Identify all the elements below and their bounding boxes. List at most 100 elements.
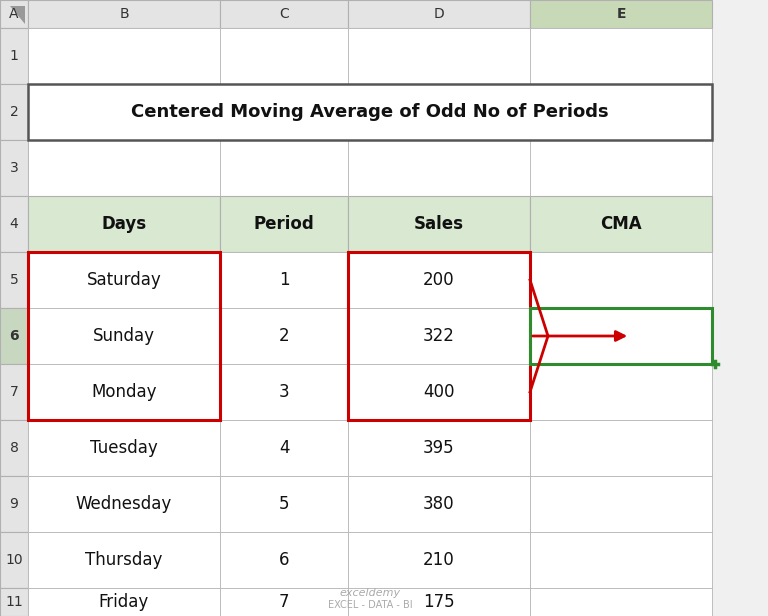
Bar — [348, 588, 530, 616]
Bar — [348, 140, 530, 196]
Bar — [348, 420, 530, 476]
Bar — [28, 84, 712, 140]
Bar — [28, 420, 220, 476]
Bar — [220, 588, 348, 616]
Bar — [348, 532, 530, 588]
Bar — [220, 84, 348, 140]
Text: Sunday: Sunday — [93, 327, 155, 345]
Text: 1: 1 — [9, 49, 18, 63]
Bar — [220, 308, 348, 364]
Bar — [348, 476, 530, 532]
Bar — [28, 308, 220, 364]
Text: 3: 3 — [10, 161, 18, 175]
Bar — [348, 0, 530, 28]
Text: 7: 7 — [279, 593, 290, 611]
Bar — [348, 420, 530, 476]
Text: 8: 8 — [9, 441, 18, 455]
Text: exceldemy: exceldemy — [339, 588, 401, 598]
Bar — [0, 588, 28, 616]
Text: 210: 210 — [423, 551, 455, 569]
Bar — [28, 0, 220, 28]
Text: EXCEL - DATA - BI: EXCEL - DATA - BI — [328, 600, 412, 610]
Bar — [348, 476, 530, 532]
Text: 7: 7 — [10, 385, 18, 399]
Bar — [530, 420, 712, 476]
Bar — [530, 364, 712, 420]
Bar — [348, 196, 530, 252]
Text: Sales: Sales — [414, 215, 464, 233]
Bar — [220, 476, 348, 532]
Text: E: E — [616, 7, 626, 21]
Bar — [220, 588, 348, 616]
Text: 11: 11 — [5, 595, 23, 609]
Bar — [28, 196, 220, 252]
Text: C: C — [279, 7, 289, 21]
Bar — [530, 196, 712, 252]
Bar — [0, 196, 28, 252]
Polygon shape — [10, 6, 25, 24]
Bar — [530, 252, 712, 308]
Bar — [348, 364, 530, 420]
Bar — [530, 420, 712, 476]
Bar — [348, 196, 530, 252]
Text: 380: 380 — [423, 495, 455, 513]
Bar — [220, 364, 348, 420]
Bar — [0, 140, 28, 196]
Bar — [0, 308, 28, 364]
Bar — [28, 588, 220, 616]
Bar — [220, 308, 348, 364]
Bar — [348, 28, 530, 84]
Bar — [28, 252, 220, 420]
Bar — [28, 28, 220, 84]
Text: 6: 6 — [279, 551, 290, 569]
Bar — [28, 364, 220, 420]
Bar — [348, 84, 530, 140]
Bar — [0, 420, 28, 476]
Bar — [530, 308, 712, 364]
Bar — [0, 0, 28, 28]
Bar — [28, 364, 220, 420]
Bar — [220, 252, 348, 308]
Bar — [0, 364, 28, 420]
Bar — [530, 0, 712, 28]
Text: 4: 4 — [279, 439, 290, 457]
Bar — [530, 588, 712, 616]
Bar — [220, 0, 348, 28]
Bar — [28, 476, 220, 532]
Bar — [28, 476, 220, 532]
Bar — [530, 532, 712, 588]
Text: 4: 4 — [10, 217, 18, 231]
Text: A: A — [9, 7, 18, 21]
Bar — [220, 196, 348, 252]
Text: B: B — [119, 7, 129, 21]
Text: 1: 1 — [279, 271, 290, 289]
Bar — [220, 420, 348, 476]
Text: 2: 2 — [10, 105, 18, 119]
Text: 400: 400 — [423, 383, 455, 401]
Bar — [28, 420, 220, 476]
Text: Wednesday: Wednesday — [76, 495, 172, 513]
Bar — [348, 308, 530, 364]
Bar — [530, 28, 712, 84]
Bar — [348, 252, 530, 308]
Text: 395: 395 — [423, 439, 455, 457]
Bar — [348, 364, 530, 420]
Bar — [348, 532, 530, 588]
Bar — [530, 532, 712, 588]
Bar — [0, 532, 28, 588]
Bar — [28, 588, 220, 616]
Bar — [220, 420, 348, 476]
Text: Days: Days — [101, 215, 147, 233]
Bar — [530, 140, 712, 196]
Bar — [0, 476, 28, 532]
Text: 6: 6 — [9, 329, 18, 343]
Text: Thursday: Thursday — [85, 551, 163, 569]
Bar — [530, 476, 712, 532]
Text: 322: 322 — [423, 327, 455, 345]
Text: 9: 9 — [9, 497, 18, 511]
Bar — [0, 84, 28, 140]
Bar — [28, 532, 220, 588]
Text: Saturday: Saturday — [87, 271, 161, 289]
Bar — [220, 532, 348, 588]
Text: CMA: CMA — [600, 215, 642, 233]
